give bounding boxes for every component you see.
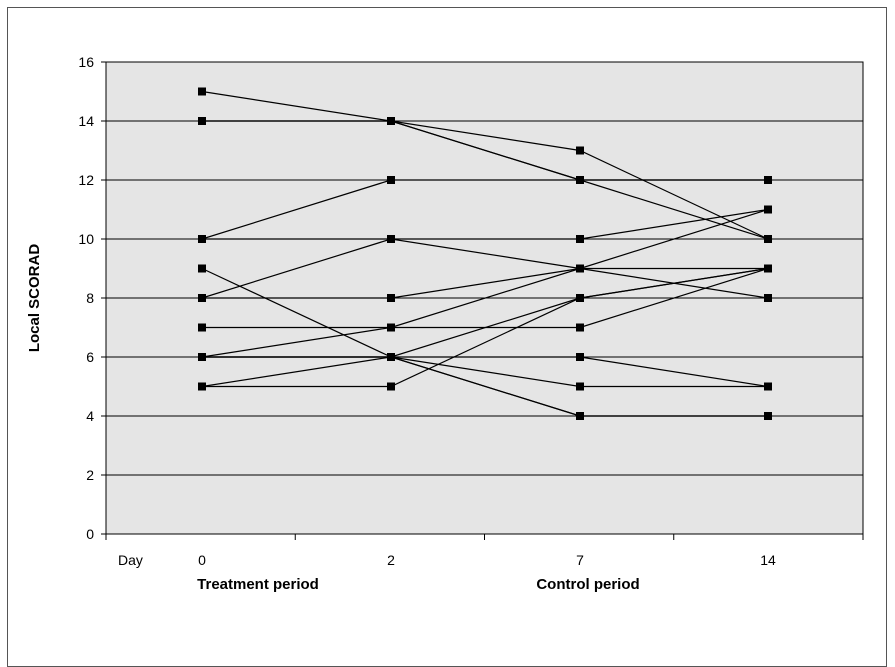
y-tick-label: 0	[86, 526, 94, 542]
data-point	[764, 412, 772, 420]
series-lines	[201, 90, 769, 417]
control-period-label: Control period	[536, 576, 639, 593]
data-point	[764, 294, 772, 302]
data-point	[576, 323, 584, 332]
data-point	[387, 117, 395, 125]
y-tick-label: 6	[86, 349, 94, 365]
x-tick-label: 2	[387, 552, 395, 568]
line-chart: 0 2 4 6 8 10 12 14 16 0 2 7 14 Local SCORAD Day Tre…	[26, 54, 864, 593]
data-point	[387, 353, 395, 361]
x-tick-label: 14	[760, 552, 776, 568]
data-point	[387, 382, 395, 391]
data-point	[576, 146, 584, 155]
data-point	[764, 264, 772, 273]
treatment-period-label: Treatment period	[197, 576, 319, 593]
series-line-13	[201, 356, 768, 417]
x-tick-label: 7	[576, 552, 584, 568]
data-point	[198, 353, 206, 361]
series-line-15	[202, 267, 769, 358]
y-tick-label: 4	[86, 408, 94, 424]
data-point	[198, 294, 206, 302]
data-point	[576, 382, 584, 391]
data-point	[198, 264, 206, 273]
x-axis-day-label: Day	[118, 552, 143, 568]
data-point	[576, 294, 584, 302]
data-point	[764, 205, 772, 214]
data-point	[387, 176, 395, 184]
series-line-7	[202, 208, 769, 299]
y-tick-label: 16	[78, 54, 94, 70]
data-point	[764, 235, 772, 243]
data-point	[576, 353, 584, 361]
y-tick-label: 12	[78, 172, 94, 188]
y-tick-label: 10	[78, 231, 94, 247]
series-markers	[198, 87, 772, 420]
series-line-4	[201, 179, 768, 240]
axes	[101, 61, 864, 540]
data-point	[387, 294, 395, 302]
data-point	[198, 117, 206, 125]
data-point	[198, 235, 206, 243]
x-tick-labels: 0 2 7 14	[198, 552, 776, 568]
data-point	[198, 323, 206, 332]
data-point	[387, 323, 395, 332]
data-point	[576, 235, 584, 243]
y-tick-label: 8	[86, 290, 94, 306]
data-point	[576, 412, 584, 420]
data-point	[198, 382, 206, 391]
data-point	[198, 87, 206, 96]
data-point	[576, 176, 584, 184]
data-point	[764, 176, 772, 184]
data-point	[576, 264, 584, 273]
series-line-10	[201, 267, 768, 358]
x-tick-label: 0	[198, 552, 206, 568]
series-line-5	[202, 208, 769, 240]
series-line-3	[202, 120, 769, 240]
y-tick-label: 2	[86, 467, 94, 483]
y-axis-label: Local SCORAD	[26, 244, 43, 353]
y-tick-labels: 0 2 4 6 8 10 12 14 16	[78, 54, 94, 542]
data-point	[387, 235, 395, 243]
y-tick-label: 14	[78, 113, 94, 129]
data-point	[764, 382, 772, 391]
